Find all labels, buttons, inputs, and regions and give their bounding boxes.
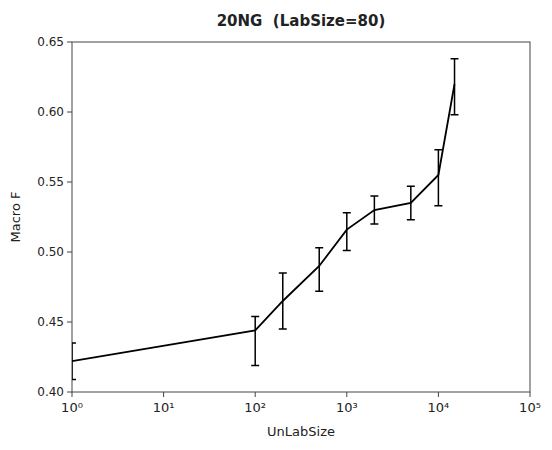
chart: 10⁰ 10¹ 10² 10³ 10⁴ 10⁵ 0.40 0.45 0.50 0.55 0.60 0.… bbox=[0, 0, 552, 450]
error-bar bbox=[370, 196, 378, 224]
plot-frame bbox=[72, 42, 530, 392]
error-bar bbox=[315, 248, 323, 291]
y-tick bbox=[67, 322, 72, 323]
x-tick-label: 10² bbox=[244, 400, 266, 415]
error-bar bbox=[279, 273, 287, 329]
x-tick bbox=[72, 392, 73, 397]
y-tick-label: 0.60 bbox=[37, 105, 64, 119]
x-tick-label: 10⁰ bbox=[61, 400, 83, 415]
x-axis-label: UnLabSize bbox=[267, 424, 335, 439]
y-axis-label: Macro F bbox=[8, 192, 23, 243]
error-bar bbox=[434, 150, 442, 206]
x-tick-label: 10³ bbox=[336, 400, 358, 415]
y-tick-label: 0.50 bbox=[37, 245, 64, 259]
x-tick-label: 10¹ bbox=[153, 400, 175, 415]
title: 20NG (LabSize=80) bbox=[217, 12, 386, 30]
data-line bbox=[72, 84, 455, 361]
error-bar bbox=[451, 59, 459, 115]
y-tick bbox=[67, 392, 72, 393]
y-tick bbox=[67, 42, 72, 43]
error-bar bbox=[343, 213, 351, 251]
x-tick bbox=[346, 392, 347, 397]
y-tick bbox=[67, 252, 72, 253]
y-tick bbox=[67, 112, 72, 113]
x-tick bbox=[530, 392, 531, 397]
x-tick-label: 10⁵ bbox=[519, 400, 541, 415]
plot-area bbox=[72, 59, 459, 380]
error-bar bbox=[251, 316, 259, 365]
x-tick bbox=[438, 392, 439, 397]
x-tick bbox=[163, 392, 164, 397]
y-tick-label: 0.55 bbox=[37, 175, 64, 189]
x-tick-label: 10⁴ bbox=[428, 400, 450, 415]
y-tick-label: 0.45 bbox=[37, 315, 64, 329]
y-tick-label: 0.40 bbox=[37, 385, 64, 399]
x-tick bbox=[255, 392, 256, 397]
y-tick-label: 0.65 bbox=[37, 35, 64, 49]
error-bar bbox=[72, 343, 76, 379]
error-bar bbox=[407, 186, 415, 220]
y-tick bbox=[67, 182, 72, 183]
